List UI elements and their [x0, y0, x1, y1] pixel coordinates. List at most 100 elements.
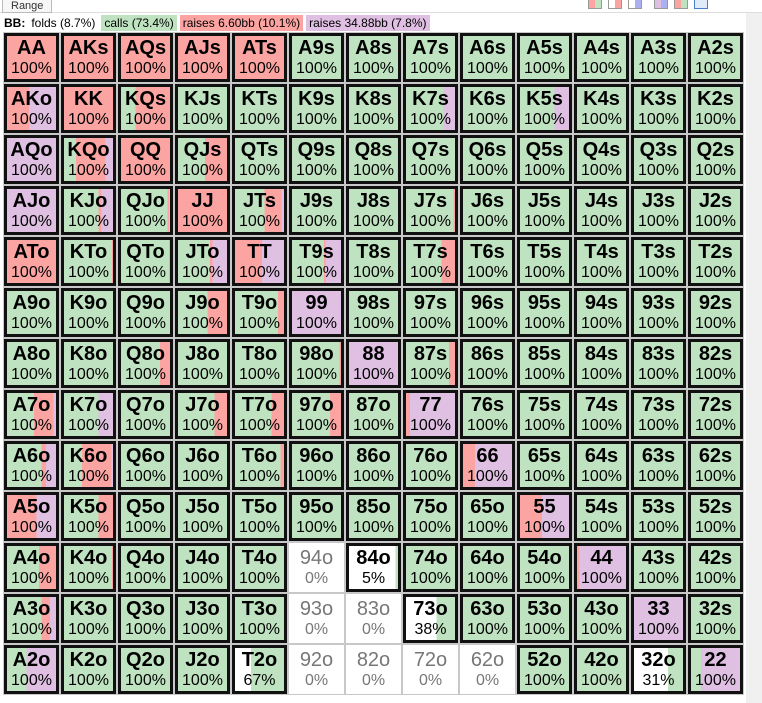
- hand-cell-A6s[interactable]: A6s 100%: [460, 33, 515, 82]
- hand-cell-T9o[interactable]: T9o 100%: [232, 288, 287, 337]
- hand-cell-QQ[interactable]: QQ 100%: [118, 135, 173, 184]
- hand-cell-AJo[interactable]: AJo 100%: [4, 186, 59, 235]
- hand-cell-52o[interactable]: 52o 100%: [517, 645, 572, 694]
- hand-cell-72o[interactable]: 72o 0%: [403, 645, 458, 694]
- hand-cell-93o[interactable]: 93o 0%: [289, 594, 344, 643]
- hand-cell-65s[interactable]: 65s 100%: [517, 441, 572, 490]
- hand-cell-J5s[interactable]: J5s 100%: [517, 186, 572, 235]
- hand-cell-Q4s[interactable]: Q4s 100%: [574, 135, 629, 184]
- hand-cell-K2s[interactable]: K2s 100%: [688, 84, 743, 133]
- hand-cell-KQs[interactable]: KQs 100%: [118, 84, 173, 133]
- hand-cell-Q7s[interactable]: Q7s 100%: [403, 135, 458, 184]
- hand-cell-K7o[interactable]: K7o 100%: [61, 390, 116, 439]
- hand-cell-87s[interactable]: 87s 100%: [403, 339, 458, 388]
- hand-cell-K4s[interactable]: K4s 100%: [574, 84, 629, 133]
- hand-cell-72s[interactable]: 72s 100%: [688, 390, 743, 439]
- hand-cell-AJs[interactable]: AJs 100%: [175, 33, 230, 82]
- hand-cell-63s[interactable]: 63s 100%: [631, 441, 686, 490]
- hand-cell-A5o[interactable]: A5o 100%: [4, 492, 59, 541]
- hand-cell-J6o[interactable]: J6o 100%: [175, 441, 230, 490]
- hand-cell-K3s[interactable]: K3s 100%: [631, 84, 686, 133]
- hand-cell-K8o[interactable]: K8o 100%: [61, 339, 116, 388]
- hand-cell-55[interactable]: 55 100%: [517, 492, 572, 541]
- hand-cell-T6s[interactable]: T6s 100%: [460, 237, 515, 286]
- hand-cell-K4o[interactable]: K4o 100%: [61, 543, 116, 592]
- hand-cell-AA[interactable]: AA 100%: [4, 33, 59, 82]
- hand-cell-T4s[interactable]: T4s 100%: [574, 237, 629, 286]
- hand-cell-53s[interactable]: 53s 100%: [631, 492, 686, 541]
- hand-cell-73o[interactable]: 73o 38%: [403, 594, 458, 643]
- hand-cell-AKs[interactable]: AKs 100%: [61, 33, 116, 82]
- hand-cell-74s[interactable]: 74s 100%: [574, 390, 629, 439]
- hand-cell-77[interactable]: 77 100%: [403, 390, 458, 439]
- hand-cell-73s[interactable]: 73s 100%: [631, 390, 686, 439]
- hand-cell-44[interactable]: 44 100%: [574, 543, 629, 592]
- hand-cell-K6o[interactable]: K6o 100%: [61, 441, 116, 490]
- hand-cell-J9s[interactable]: J9s 100%: [289, 186, 344, 235]
- hand-cell-KK[interactable]: KK 100%: [61, 84, 116, 133]
- hand-cell-T3s[interactable]: T3s 100%: [631, 237, 686, 286]
- hand-cell-Q3o[interactable]: Q3o 100%: [118, 594, 173, 643]
- hand-cell-J8s[interactable]: J8s 100%: [346, 186, 401, 235]
- hand-cell-84s[interactable]: 84s 100%: [574, 339, 629, 388]
- tab-range[interactable]: Range: [2, 0, 53, 13]
- hand-cell-KQo[interactable]: KQo 100%: [61, 135, 116, 184]
- hand-cell-Q8o[interactable]: Q8o 100%: [118, 339, 173, 388]
- color-toggle-red-icon[interactable]: [608, 0, 622, 9]
- hand-cell-A2o[interactable]: A2o 100%: [4, 645, 59, 694]
- hand-cell-82o[interactable]: 82o 0%: [346, 645, 401, 694]
- hand-cell-J3s[interactable]: J3s 100%: [631, 186, 686, 235]
- hand-cell-85s[interactable]: 85s 100%: [517, 339, 572, 388]
- hand-cell-54o[interactable]: 54o 100%: [517, 543, 572, 592]
- color-toggle-blue-icon[interactable]: [628, 0, 642, 9]
- color-toggle-selected-icon[interactable]: [694, 0, 708, 9]
- hand-cell-T3o[interactable]: T3o 100%: [232, 594, 287, 643]
- hand-cell-K2o[interactable]: K2o 100%: [61, 645, 116, 694]
- hand-cell-K8s[interactable]: K8s 100%: [346, 84, 401, 133]
- hand-cell-JTo[interactable]: JTo 100%: [175, 237, 230, 286]
- hand-cell-A7o[interactable]: A7o 100%: [4, 390, 59, 439]
- hand-cell-52s[interactable]: 52s 100%: [688, 492, 743, 541]
- color-toggle-mixed-icon[interactable]: [654, 0, 668, 9]
- hand-cell-K9s[interactable]: K9s 100%: [289, 84, 344, 133]
- hand-cell-Q2s[interactable]: Q2s 100%: [688, 135, 743, 184]
- hand-cell-T5s[interactable]: T5s 100%: [517, 237, 572, 286]
- hand-cell-Q5s[interactable]: Q5s 100%: [517, 135, 572, 184]
- hand-cell-42o[interactable]: 42o 100%: [574, 645, 629, 694]
- hand-cell-JTs[interactable]: JTs 100%: [232, 186, 287, 235]
- hand-cell-43o[interactable]: 43o 100%: [574, 594, 629, 643]
- hand-cell-A3o[interactable]: A3o 100%: [4, 594, 59, 643]
- hand-cell-96o[interactable]: 96o 100%: [289, 441, 344, 490]
- hand-cell-Q9o[interactable]: Q9o 100%: [118, 288, 173, 337]
- hand-cell-A7s[interactable]: A7s 100%: [403, 33, 458, 82]
- hand-cell-94o[interactable]: 94o 0%: [289, 543, 344, 592]
- hand-cell-98o[interactable]: 98o 100%: [289, 339, 344, 388]
- hand-cell-T7s[interactable]: T7s 100%: [403, 237, 458, 286]
- hand-cell-98s[interactable]: 98s 100%: [346, 288, 401, 337]
- hand-cell-J2s[interactable]: J2s 100%: [688, 186, 743, 235]
- hand-cell-54s[interactable]: 54s 100%: [574, 492, 629, 541]
- hand-cell-QJo[interactable]: QJo 100%: [118, 186, 173, 235]
- hand-cell-86o[interactable]: 86o 100%: [346, 441, 401, 490]
- hand-cell-AQo[interactable]: AQo 100%: [4, 135, 59, 184]
- hand-cell-KJs[interactable]: KJs 100%: [175, 84, 230, 133]
- hand-cell-Q5o[interactable]: Q5o 100%: [118, 492, 173, 541]
- hand-cell-J5o[interactable]: J5o 100%: [175, 492, 230, 541]
- hand-cell-42s[interactable]: 42s 100%: [688, 543, 743, 592]
- hand-cell-A8s[interactable]: A8s 100%: [346, 33, 401, 82]
- hand-cell-T4o[interactable]: T4o 100%: [232, 543, 287, 592]
- hand-cell-65o[interactable]: 65o 100%: [460, 492, 515, 541]
- hand-cell-K5o[interactable]: K5o 100%: [61, 492, 116, 541]
- hand-cell-T8o[interactable]: T8o 100%: [232, 339, 287, 388]
- hand-cell-83o[interactable]: 83o 0%: [346, 594, 401, 643]
- hand-cell-92o[interactable]: 92o 0%: [289, 645, 344, 694]
- hand-cell-A4s[interactable]: A4s 100%: [574, 33, 629, 82]
- hand-cell-95s[interactable]: 95s 100%: [517, 288, 572, 337]
- hand-cell-62s[interactable]: 62s 100%: [688, 441, 743, 490]
- hand-cell-93s[interactable]: 93s 100%: [631, 288, 686, 337]
- hand-cell-84o[interactable]: 84o 5%: [346, 543, 401, 592]
- hand-cell-97s[interactable]: 97s 100%: [403, 288, 458, 337]
- hand-cell-66[interactable]: 66 100%: [460, 441, 515, 490]
- hand-cell-Q8s[interactable]: Q8s 100%: [346, 135, 401, 184]
- hand-cell-KJo[interactable]: KJo 100%: [61, 186, 116, 235]
